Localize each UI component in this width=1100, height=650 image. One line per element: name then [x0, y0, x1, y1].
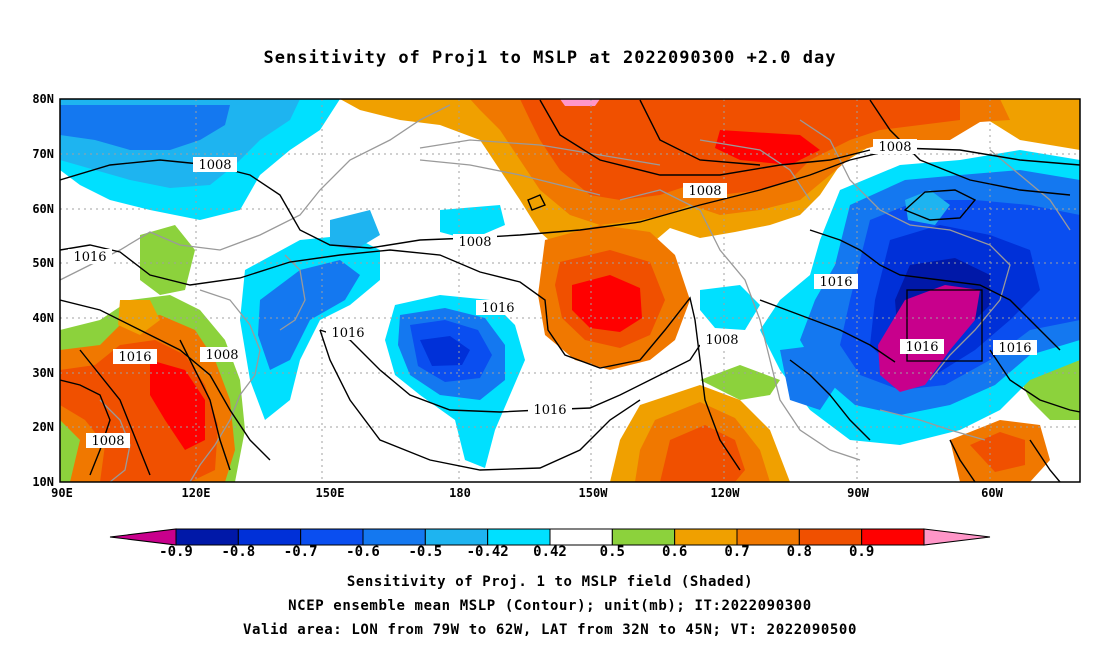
contour-label: 1016	[528, 402, 572, 418]
caption-line-1: Sensitivity of Proj. 1 to MSLP field (Sh…	[346, 574, 754, 590]
colorbar-tick-label: -0.5	[408, 544, 443, 560]
contour-label: 1016	[993, 340, 1037, 356]
svg-text:1008: 1008	[705, 333, 738, 348]
valid-area-box	[906, 289, 983, 362]
colorbar-swatch	[175, 528, 239, 546]
colorbar-tick-label: -0.42	[466, 544, 509, 560]
colorbar-tick-label: -0.6	[346, 544, 380, 560]
contour-label: 1016	[68, 249, 112, 265]
lon-label-120e: 120E	[181, 486, 211, 500]
contour-label: 1008	[453, 234, 497, 250]
svg-text:1016: 1016	[73, 250, 106, 265]
caption-line-3: Valid area: LON from 79W to 62W, LAT fro…	[243, 622, 857, 638]
svg-text:1016: 1016	[533, 403, 566, 418]
contour-label: 1008	[86, 433, 130, 449]
contour-label: 1008	[200, 347, 244, 363]
svg-text:1008: 1008	[458, 235, 491, 250]
coastlines	[60, 104, 1071, 482]
contour-label: 1008	[193, 157, 237, 173]
svg-text:1008: 1008	[91, 434, 124, 449]
lat-label-80n: 80N	[32, 92, 54, 106]
colorbar-tick-label: -0.8	[221, 544, 256, 560]
plot-frame	[59, 98, 1081, 483]
colorbar	[109, 528, 991, 546]
lon-label-150e: 150E	[315, 486, 345, 500]
svg-text:1016: 1016	[905, 340, 938, 355]
contour-label: 1016	[900, 339, 944, 355]
svg-text:1016: 1016	[331, 326, 364, 341]
map-title: Sensitivity of Proj1 to MSLP at 20220903…	[263, 48, 837, 68]
lat-label-60n: 60N	[32, 202, 54, 216]
colorbar-swatch	[674, 528, 738, 546]
svg-text:1008: 1008	[688, 184, 721, 199]
colorbar-swatch	[237, 528, 302, 546]
contour-label: 1016	[476, 300, 520, 316]
contour-label: 1008	[683, 183, 727, 199]
contour-label: 1008	[700, 332, 744, 348]
caption-line-2: NCEP ensemble mean MSLP (Contour); unit(…	[288, 598, 812, 614]
colorbar-tick-label: 0.6	[662, 544, 688, 560]
shaded-sensitivity-field	[60, 99, 1080, 482]
colorbar-swatch	[362, 528, 426, 546]
colorbar-swatch	[424, 528, 489, 546]
colorbar-swatch	[300, 528, 364, 546]
lat-label-20n: 20N	[32, 420, 54, 434]
lon-label-180: 180	[449, 486, 471, 500]
lon-label-90w: 90W	[847, 486, 869, 500]
strong-negative-core	[878, 285, 980, 392]
lon-label-90e: 90E	[51, 486, 73, 500]
colorbar-swatch	[611, 528, 676, 546]
colorbar-min-triangle	[109, 528, 177, 546]
svg-text:1016: 1016	[481, 301, 514, 316]
colorbar-swatch	[798, 528, 863, 546]
contour-labels: 1008 1008 1008 1008 1016 1016 1016 1016 1016 1016…	[68, 139, 1037, 449]
lat-label-50n: 50N	[32, 256, 54, 270]
lat-label-40n: 40N	[32, 311, 54, 325]
svg-text:1016: 1016	[998, 341, 1031, 356]
colorbar-max-triangle	[923, 528, 991, 546]
colorbar-swatch	[549, 528, 613, 546]
svg-text:1016: 1016	[819, 275, 852, 290]
contour-label: 1016	[814, 274, 858, 290]
contour-label: 1016	[326, 325, 370, 341]
colorbar-tick-label: -0.7	[283, 544, 318, 560]
lon-label-120w: 120W	[710, 486, 740, 500]
svg-text:1008: 1008	[878, 140, 911, 155]
contour-label: 1008	[873, 139, 917, 155]
svg-text:1016: 1016	[118, 350, 151, 365]
lat-label-30n: 30N	[32, 366, 54, 380]
lon-label-150w: 150W	[578, 486, 608, 500]
gridlines	[60, 99, 1080, 482]
svg-text:1008: 1008	[198, 158, 231, 173]
contour-label: 1016	[113, 349, 157, 365]
colorbar-tick-label: 0.5	[599, 544, 625, 560]
colorbar-swatch	[736, 528, 800, 546]
colorbar-swatch	[861, 528, 925, 546]
colorbar-swatch	[487, 528, 551, 546]
colorbar-tick-label: 0.42	[533, 544, 567, 560]
colorbar-tick-label: -0.9	[159, 544, 193, 560]
lat-label-70n: 70N	[32, 147, 54, 161]
colorbar-tick-label: 0.7	[724, 544, 750, 560]
lon-label-60w: 60W	[981, 486, 1003, 500]
colorbar-tick-label: 0.9	[849, 544, 875, 560]
svg-text:1008: 1008	[205, 348, 238, 363]
colorbar-tick-label: 0.8	[786, 544, 812, 560]
lat-label-10n: 10N	[32, 475, 54, 489]
